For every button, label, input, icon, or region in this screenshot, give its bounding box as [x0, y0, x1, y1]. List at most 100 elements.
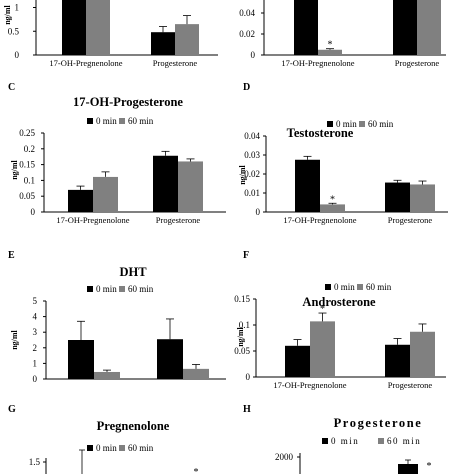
significance-star: *	[194, 467, 199, 474]
y-tick-label: 0.1	[24, 175, 35, 185]
y-tick-label: 1	[15, 3, 20, 13]
bar-sixty-min-progesterone	[183, 368, 209, 379]
y-tick-label: 0.2	[24, 144, 35, 154]
panel-letter: G	[8, 404, 16, 415]
bar-zero-min-pregnenolone	[294, 0, 318, 55]
y-axis-label: ng/ml	[236, 326, 245, 346]
chart-panel-c: C 17-OH-Progesterone 0 min 60 min ng/ml 0 0.05…	[8, 82, 226, 225]
x-category-label: Progesterone	[156, 215, 201, 225]
x-category-label: Progesterone	[395, 58, 440, 68]
legend-label: 0 min	[96, 284, 117, 294]
legend-label: 0 min	[334, 282, 355, 292]
legend-label: 60 min	[366, 282, 392, 292]
panel-letter: D	[243, 82, 250, 93]
legend-label: 60 min	[128, 443, 154, 453]
y-tick-label: 1	[33, 358, 38, 368]
x-category-label: Progesterone	[388, 215, 433, 225]
x-category-label: 17-OH-Pregnenolone	[49, 58, 122, 68]
x-category-label: 17-OH-Pregnenolone	[56, 215, 129, 225]
y-tick-label: 1.5	[29, 457, 41, 467]
y-tick-label: 5	[33, 296, 38, 306]
y-tick-label: 0.05	[234, 346, 250, 356]
chart-panel-top-1: 0 0.02 0.04 17-OH-Pregnenolone Progesterone *	[239, 0, 446, 68]
y-tick-label: 0.15	[19, 160, 35, 170]
legend-swatch-zero-min	[325, 284, 331, 290]
chart-panel-h: H Progesterone 0 min 60 min 2000 *	[243, 404, 432, 474]
bar-zero-min-pregnenolone	[295, 159, 320, 212]
bar-zero-min-pregnenolone	[62, 0, 86, 55]
bar-sixty-min-progesterone	[178, 161, 203, 212]
chart-title: Androsterone	[302, 295, 376, 309]
bar-zero-min-progesterone	[385, 344, 410, 377]
bar-zero-min-progesterone	[393, 0, 417, 55]
y-tick-label: 3	[33, 327, 38, 337]
y-tick-label: 0.25	[19, 128, 35, 138]
y-tick-label: 0.5	[8, 26, 20, 36]
y-tick-label: 2	[33, 343, 38, 353]
x-category-label: 17-OH-Pregnenolone	[283, 215, 356, 225]
y-tick-label: 0	[33, 374, 38, 384]
bar-zero-min-pregnenolone	[285, 345, 310, 377]
bar-zero-min-pregnenolone	[68, 340, 94, 379]
y-tick-label: 0.04	[239, 8, 255, 18]
y-axis-label: ng/ml	[10, 159, 19, 179]
x-category-label: Progesterone	[153, 58, 198, 68]
legend-swatch-zero-min	[327, 121, 333, 127]
y-tick-label: 0.04	[244, 131, 260, 141]
y-tick-label: 0.02	[239, 29, 255, 39]
bar-sixty-min-pregnenolone	[94, 371, 120, 379]
y-tick-label: 0	[246, 372, 251, 382]
x-category-label: Progesterone	[388, 380, 433, 390]
legend-swatch-zero-min	[87, 118, 93, 124]
chart-title: Testosterone	[287, 126, 354, 140]
y-tick-label: 0.03	[244, 150, 260, 160]
y-axis-label: ng/ml	[10, 329, 19, 349]
significance-star: *	[320, 304, 325, 315]
bar-sixty-min-progesterone	[410, 184, 435, 212]
chart-panel-g: G Pregnenolone 0 min 60 min 1.5 *	[8, 404, 199, 474]
bar-sixty-min-pregnenolone	[86, 0, 110, 55]
significance-star: *	[427, 461, 432, 472]
y-tick-label: 0.1	[239, 320, 250, 330]
legend-swatch-sixty-min	[357, 284, 363, 290]
legend-label: 60 min	[368, 119, 394, 129]
bar-sixty-min-pregnenolone	[320, 204, 345, 212]
legend-label: 60 min	[128, 116, 154, 126]
bar-zero-min-progesterone	[157, 339, 183, 379]
bar-sixty-min-pregnenolone	[93, 176, 118, 212]
legend-swatch-sixty-min	[378, 438, 384, 444]
bar-zero-min-progesterone	[151, 32, 175, 55]
bar-zero-min-progesterone	[385, 182, 410, 212]
y-axis-label: ng/ml	[238, 164, 247, 184]
y-tick-label: 0	[15, 50, 20, 60]
chart-title: Pregnenolone	[97, 419, 170, 433]
y-tick-label: 2000	[275, 452, 294, 462]
chart-panel-f: F Androsterone 0 min 60 min ng/ml 0 0.05 0.1 0.1…	[234, 250, 446, 390]
panel-letter: C	[8, 82, 15, 93]
legend-label: 0 min	[96, 443, 117, 453]
bar-partial	[398, 464, 418, 474]
chart-panel-top-0: ng/ml 0 0.5 1 17-OH-Pregnenolone Progesterone	[3, 0, 218, 68]
significance-star: *	[328, 40, 333, 51]
y-tick-label: 0.02	[244, 169, 260, 179]
panel-letter: F	[243, 250, 249, 261]
legend-label: 0 min	[331, 436, 359, 446]
legend-swatch-sixty-min	[359, 121, 365, 127]
x-category-label: 17-OH-Pregnenolone	[281, 58, 354, 68]
legend-swatch-sixty-min	[119, 286, 125, 292]
legend-swatch-zero-min	[322, 438, 328, 444]
legend-label: 60 min	[387, 436, 421, 446]
bar-sixty-min-progesterone	[410, 331, 435, 377]
legend-label: 60 min	[128, 284, 154, 294]
panel-letter: E	[8, 250, 15, 261]
y-tick-label: 0	[251, 50, 256, 60]
y-tick-label: 0	[31, 207, 36, 217]
chart-title: DHT	[119, 265, 147, 279]
bar-zero-min-pregnenolone	[68, 189, 93, 212]
y-tick-label: 0.01	[244, 188, 260, 198]
legend-swatch-zero-min	[87, 286, 93, 292]
y-axis-label: ng/ml	[3, 4, 12, 24]
legend-swatch-sixty-min	[119, 118, 125, 124]
